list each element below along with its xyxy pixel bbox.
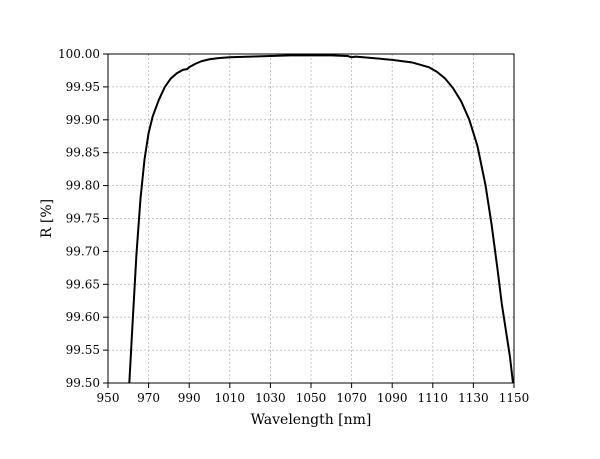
x-tick-label: 1070 <box>336 391 367 405</box>
y-tick-label: 99.80 <box>66 179 100 193</box>
x-tick-label: 990 <box>178 391 201 405</box>
x-tick-label: 1090 <box>377 391 408 405</box>
x-tick-label: 1150 <box>499 391 530 405</box>
y-axis: 99.50 99.55 99.60 99.65 99.70 99.75 99.80 99.85… <box>58 47 108 390</box>
x-tick-label: 1110 <box>418 391 449 405</box>
y-tick-label: 99.90 <box>66 113 100 127</box>
x-tick-label: 1050 <box>296 391 327 405</box>
y-axis-title: R [%] <box>39 199 55 238</box>
x-tick-label: 950 <box>97 391 120 405</box>
series-layer <box>128 54 514 384</box>
y-tick-label: 99.55 <box>66 343 100 357</box>
reflectance-line <box>128 54 514 384</box>
y-tick-label: 100.00 <box>58 47 100 61</box>
x-axis: 950 970 990 1010 1030 1050 1070 1090 1110 1130 115… <box>97 383 530 405</box>
y-tick-label: 99.95 <box>66 80 100 94</box>
x-tick-label: 970 <box>137 391 160 405</box>
y-tick-label: 99.85 <box>66 146 100 160</box>
y-tick-label: 99.65 <box>66 277 100 291</box>
x-tick-label: 1030 <box>255 391 286 405</box>
y-tick-label: 99.70 <box>66 244 100 258</box>
x-axis-title: Wavelength [nm] <box>251 412 372 428</box>
grid-lines <box>108 54 514 383</box>
y-tick-label: 99.50 <box>66 376 100 390</box>
x-tick-label: 1130 <box>458 391 489 405</box>
x-tick-label: 1010 <box>215 391 246 405</box>
y-tick-label: 99.60 <box>66 310 100 324</box>
y-tick-label: 99.75 <box>66 212 100 226</box>
